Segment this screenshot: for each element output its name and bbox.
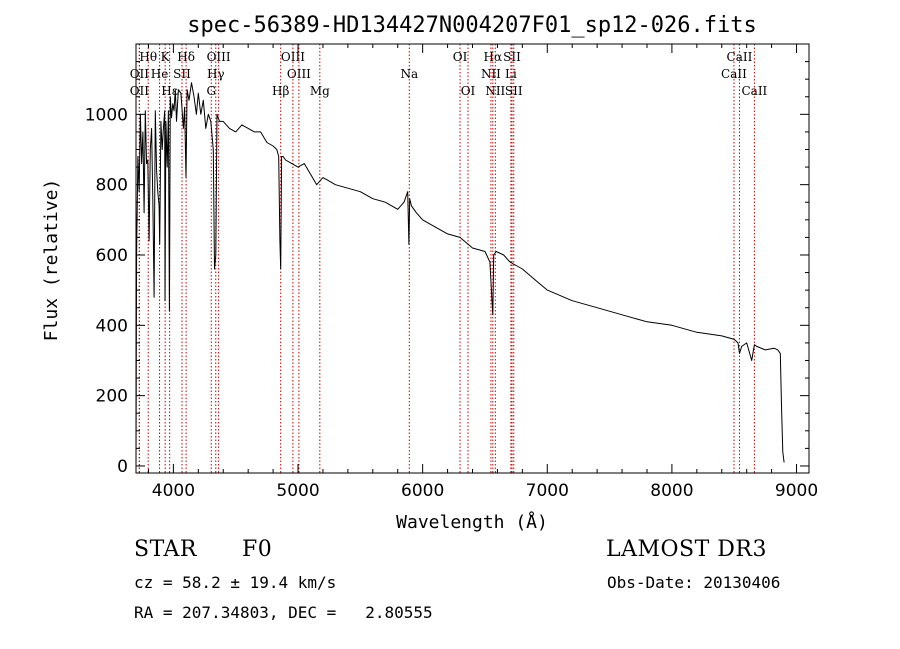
- x-tick-label: 8000: [650, 481, 693, 501]
- spectral-line-label: K: [161, 50, 171, 64]
- y-tick-label: 1000: [85, 105, 128, 125]
- spectral-line-label: OI: [453, 50, 468, 64]
- y-tick-label: 400: [96, 316, 128, 336]
- spectral-line-label: OIII: [287, 67, 311, 81]
- coordinates: RA = 207.34803, DEC = 2.80555: [134, 603, 433, 622]
- spectrum-series: [135, 82, 785, 467]
- y-tick-label: 200: [96, 387, 128, 407]
- object-subclass: F0: [242, 537, 273, 562]
- x-tick-label: 6000: [401, 481, 444, 501]
- series-line-flux: [135, 82, 785, 467]
- spectral-line-label: OII: [130, 67, 150, 81]
- x-tick-label: 4000: [152, 481, 195, 501]
- x-tick-label: 5000: [276, 481, 319, 501]
- spectral-line-label: SII: [505, 84, 523, 98]
- spectral-line-label: Hγ: [207, 67, 225, 81]
- plot-frame: [135, 43, 810, 474]
- spectral-line-label: Mg: [310, 84, 330, 98]
- x-tick-label: 9000: [775, 481, 818, 501]
- spectral-line-label: SII: [173, 67, 191, 81]
- spectral-line-label: G: [206, 84, 216, 98]
- spectral-line-label: OI: [461, 84, 476, 98]
- spectral-line-label: SII: [503, 50, 521, 64]
- axes: 4000 5000 6000 7000 8000 9000 0 200 400 600 800 100…: [85, 44, 818, 501]
- survey-name: LAMOST DR3: [606, 537, 767, 562]
- chart-title: spec-56389-HD134427N004207F01_sp12-026.f…: [187, 13, 757, 38]
- y-tick-label: 800: [96, 176, 128, 196]
- spectral-line-label: Hε: [161, 84, 178, 98]
- spectral-line-label: Li: [505, 67, 517, 81]
- spectral-line-label: Na: [400, 67, 418, 81]
- redshift-velocity: cz = 58.2 ± 19.4 km/s: [134, 573, 337, 592]
- spectral-line-label: He: [151, 67, 169, 81]
- spectral-line-label: Hδ: [177, 50, 195, 64]
- y-tick-label: 600: [96, 246, 128, 266]
- spectral-line-label: OII: [130, 84, 150, 98]
- spectral-line-label: CaII: [721, 67, 747, 81]
- spectral-line-label: Hβ: [272, 84, 289, 98]
- x-tick-label: 7000: [526, 481, 569, 501]
- spectral-line-label: CaII: [727, 50, 753, 64]
- spectral-line-label: NII: [481, 67, 501, 81]
- spectral-line-label: OIII: [281, 50, 305, 64]
- observation-date: Obs-Date: 20130406: [607, 573, 781, 592]
- spectral-line-label: NII: [485, 84, 505, 98]
- y-axis-label: Flux (relative): [41, 179, 62, 342]
- object-class: STAR: [134, 537, 197, 562]
- spectral-line-label: Hθ: [139, 50, 157, 64]
- spectral-line-label: Hα: [484, 50, 503, 64]
- x-axis-label: Wavelength (Å): [396, 511, 548, 533]
- spectral-line-label: OIII: [207, 50, 231, 64]
- y-tick-label: 0: [117, 457, 128, 477]
- spectral-line-label: CaII: [741, 84, 767, 98]
